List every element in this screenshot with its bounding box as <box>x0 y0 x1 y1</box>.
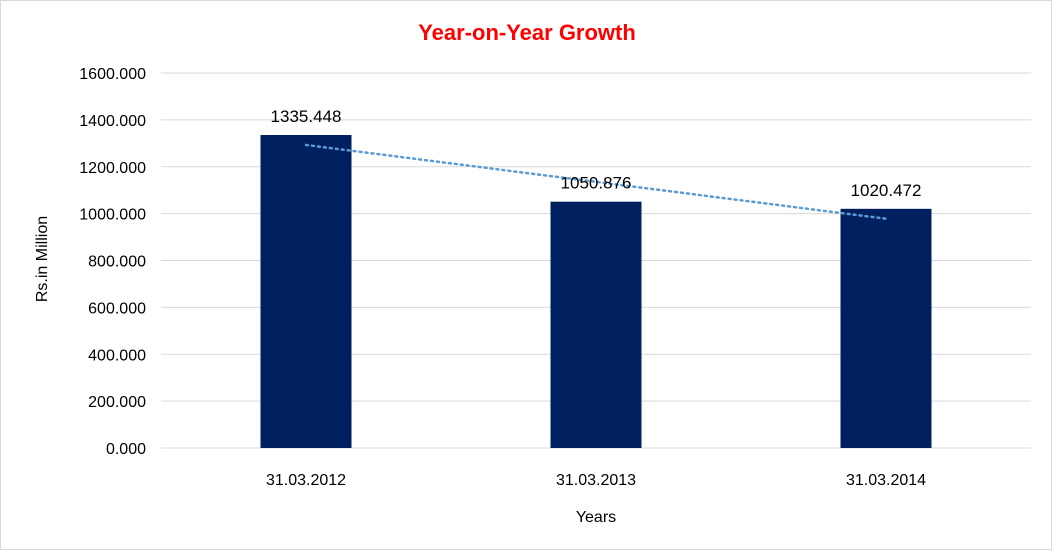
trendline <box>304 143 888 221</box>
data-labels: 1335.448 1050.876 1020.472 <box>271 107 922 200</box>
data-label: 1020.472 <box>851 181 922 200</box>
y-axis-title: Rs.in Million <box>34 216 51 302</box>
y-tick-label: 0.000 <box>106 441 146 458</box>
y-tick-label: 400.000 <box>88 347 146 364</box>
x-tick-label: 31.03.2013 <box>556 472 636 489</box>
data-label: 1050.876 <box>561 174 632 193</box>
x-axis-title: Years <box>576 509 616 526</box>
y-tick-label: 1600.000 <box>79 66 146 83</box>
data-label: 1335.448 <box>271 107 342 126</box>
y-tick-label: 1000.000 <box>79 207 146 224</box>
bar <box>550 201 642 448</box>
chart-title: Year-on-Year Growth <box>418 20 636 45</box>
bars <box>260 135 932 448</box>
trendline-group <box>304 143 888 221</box>
bar <box>840 208 932 448</box>
x-axis-ticks: 31.03.2012 31.03.2013 31.03.2014 <box>266 472 926 489</box>
y-tick-label: 1400.000 <box>79 113 146 130</box>
y-tick-label: 200.000 <box>88 394 146 411</box>
y-tick-label: 800.000 <box>88 254 146 271</box>
x-tick-label: 31.03.2014 <box>846 472 926 489</box>
y-axis-ticks: 0.000 200.000 400.000 600.000 800.000 1000.00… <box>79 66 146 458</box>
y-tick-label: 600.000 <box>88 300 146 317</box>
x-tick-label: 31.03.2012 <box>266 472 346 489</box>
y-tick-label: 1200.000 <box>79 160 146 177</box>
bar <box>260 135 352 448</box>
